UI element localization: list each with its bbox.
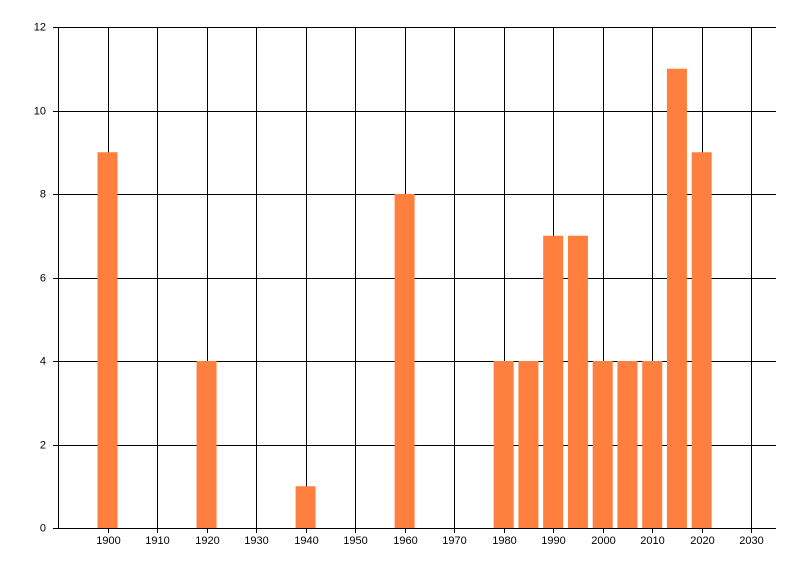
x-tick-label: 1970 — [442, 535, 466, 547]
bar — [642, 361, 663, 528]
y-tick-label: 10 — [34, 105, 46, 117]
x-tick-label: 1910 — [145, 535, 169, 547]
bar — [196, 361, 217, 528]
x-tick-label: 1980 — [492, 535, 516, 547]
y-tick-label: 6 — [40, 272, 46, 284]
y-tick-label: 8 — [40, 188, 46, 200]
x-tick-label: 1990 — [541, 535, 565, 547]
x-tick-label: 2020 — [690, 535, 714, 547]
x-tick-label: 1950 — [343, 535, 367, 547]
bar — [543, 235, 564, 528]
x-tick-label: 1920 — [195, 535, 219, 547]
bar — [493, 361, 514, 528]
x-tick-label: 2030 — [739, 535, 763, 547]
x-tick-label: 1900 — [96, 535, 120, 547]
bar — [666, 68, 687, 528]
x-tick-label: 1960 — [393, 535, 417, 547]
y-tick-label: 12 — [34, 21, 46, 33]
bar — [97, 152, 118, 528]
bar — [394, 194, 415, 528]
x-tick-label: 1940 — [294, 535, 318, 547]
bar — [295, 486, 316, 528]
y-tick-label: 0 — [40, 522, 46, 534]
y-tick-label: 4 — [40, 355, 46, 367]
bar — [691, 152, 712, 528]
y-tick-label: 2 — [40, 439, 46, 451]
x-tick-label: 1930 — [244, 535, 268, 547]
x-tick-label: 2000 — [591, 535, 615, 547]
bar — [518, 361, 539, 528]
bar — [567, 235, 588, 528]
bar — [592, 361, 613, 528]
bar — [617, 361, 638, 528]
x-tick-label: 2010 — [640, 535, 664, 547]
